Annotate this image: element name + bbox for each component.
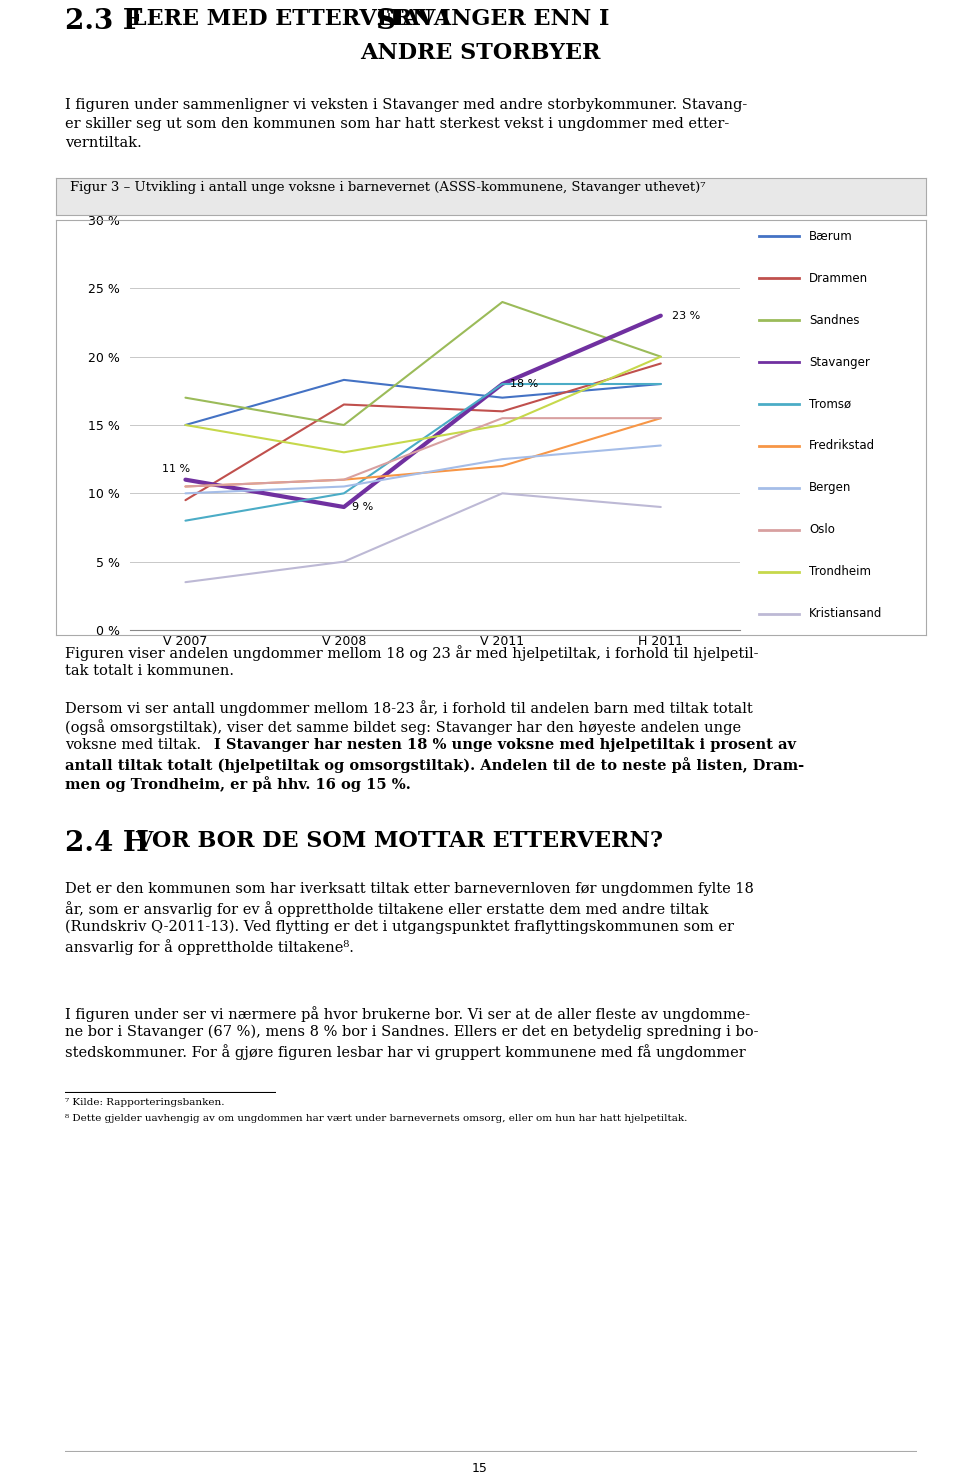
Text: Trondheim: Trondheim <box>809 565 871 578</box>
Text: tak totalt i kommunen.: tak totalt i kommunen. <box>65 664 234 678</box>
Text: ANDRE STORBYER: ANDRE STORBYER <box>360 41 600 64</box>
Text: 2.4 H: 2.4 H <box>65 831 150 857</box>
Text: I Stavanger har nesten 18 % unge voksne med hjelpetiltak i prosent av: I Stavanger har nesten 18 % unge voksne … <box>214 738 796 752</box>
Text: Tromsø: Tromsø <box>809 398 852 411</box>
Text: Bergen: Bergen <box>809 482 852 494</box>
Text: år, som er ansvarlig for ev å opprettholde tiltakene eller erstatte dem med andr: år, som er ansvarlig for ev å oppretthol… <box>65 902 708 916</box>
Text: 2.3 F: 2.3 F <box>65 7 143 35</box>
Text: Det er den kommunen som har iverksatt tiltak etter barnevernloven før ungdommen : Det er den kommunen som har iverksatt ti… <box>65 882 755 896</box>
Text: Sandnes: Sandnes <box>809 313 859 327</box>
Text: men og Trondheim, er på hhv. 16 og 15 %.: men og Trondheim, er på hhv. 16 og 15 %. <box>65 776 411 792</box>
Text: Dersom vi ser antall ungdommer mellom 18-23 år, i forhold til andelen barn med t: Dersom vi ser antall ungdommer mellom 18… <box>65 701 753 715</box>
Text: 15: 15 <box>472 1462 488 1475</box>
Text: S: S <box>375 7 396 35</box>
Text: Fredrikstad: Fredrikstad <box>809 439 876 452</box>
Text: ⁷ Kilde: Rapporteringsbanken.: ⁷ Kilde: Rapporteringsbanken. <box>65 1098 225 1107</box>
Text: ansvarlig for å opprettholde tiltakene⁸.: ansvarlig for å opprettholde tiltakene⁸. <box>65 939 354 955</box>
Text: (også omsorgstiltak), viser det samme bildet seg: Stavanger har den høyeste ande: (også omsorgstiltak), viser det samme bi… <box>65 718 741 735</box>
Text: Oslo: Oslo <box>809 523 835 537</box>
Text: VOR BOR DE SOM MOTTAR ETTERVERN?: VOR BOR DE SOM MOTTAR ETTERVERN? <box>135 831 663 851</box>
Text: 11 %: 11 % <box>161 464 190 474</box>
Text: ⁸ Dette gjelder uavhengig av om ungdommen har vært under barnevernets omsorg, el: ⁸ Dette gjelder uavhengig av om ungdomme… <box>65 1114 687 1123</box>
Text: Kristiansand: Kristiansand <box>809 607 882 621</box>
Text: stedskommuner. For å gjøre figuren lesbar har vi gruppert kommunene med få ungdo: stedskommuner. For å gjøre figuren lesba… <box>65 1043 746 1060</box>
Text: TAVANGER ENN I: TAVANGER ENN I <box>387 7 610 30</box>
Text: Figuren viser andelen ungdommer mellom 18 og 23 år med hjelpetiltak, i forhold t: Figuren viser andelen ungdommer mellom 1… <box>65 644 758 661</box>
Text: 9 %: 9 % <box>351 503 373 511</box>
Text: I figuren under ser vi nærmere på hvor brukerne bor. Vi ser at de aller fleste a: I figuren under ser vi nærmere på hvor b… <box>65 1007 751 1021</box>
Text: antall tiltak totalt (hjelpetiltak og omsorgstiltak). Andelen til de to neste på: antall tiltak totalt (hjelpetiltak og om… <box>65 757 804 773</box>
Text: ne bor i Stavanger (67 %), mens 8 % bor i Sandnes. Ellers er det en betydelig sp: ne bor i Stavanger (67 %), mens 8 % bor … <box>65 1026 758 1039</box>
Text: Stavanger: Stavanger <box>809 356 870 368</box>
Text: 23 %: 23 % <box>672 310 700 321</box>
Text: Figur 3 – Utvikling i antall unge voksne i barnevernet (ASSS-kommunene, Stavange: Figur 3 – Utvikling i antall unge voksne… <box>70 180 706 194</box>
Text: I figuren under sammenligner vi veksten i Stavanger med andre storbykommuner. St: I figuren under sammenligner vi veksten … <box>65 98 748 112</box>
Text: Bærum: Bærum <box>809 231 852 242</box>
Text: LERE MED ETTERVERN I: LERE MED ETTERVERN I <box>131 7 458 30</box>
Text: Drammen: Drammen <box>809 272 868 285</box>
Text: er skiller seg ut som den kommunen som har hatt sterkest vekst i ungdommer med e: er skiller seg ut som den kommunen som h… <box>65 117 730 132</box>
Text: verntiltak.: verntiltak. <box>65 136 142 149</box>
Text: (Rundskriv Q-2011-13). Ved flytting er det i utgangspunktet fraflyttingskommunen: (Rundskriv Q-2011-13). Ved flytting er d… <box>65 919 734 934</box>
Text: voksne med tiltak.: voksne med tiltak. <box>65 738 206 752</box>
Text: 18 %: 18 % <box>511 378 539 389</box>
